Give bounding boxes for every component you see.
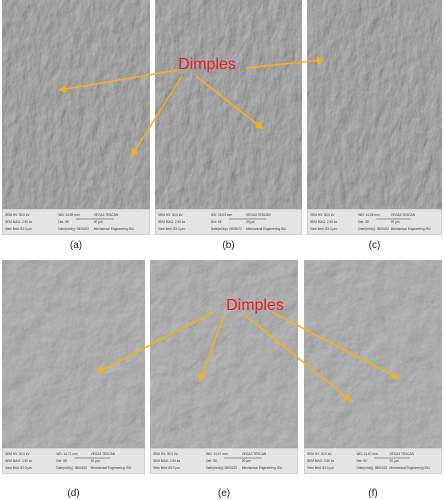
info-text: 20 µm: [91, 459, 100, 463]
info-text: View field: 83.0 µm: [307, 466, 334, 470]
info-text: View field: 83.0 µm: [310, 227, 337, 231]
info-bar: [150, 447, 298, 474]
info-text: WD: 15.03 mm: [211, 213, 233, 217]
info-text: Mechanical Engineering ISU: [246, 227, 287, 231]
info-bar: [155, 208, 302, 235]
sem-image-texture: [307, 0, 442, 235]
dimples-label: Dimples: [178, 56, 236, 73]
info-text: Mechanical Engineering ISU: [91, 466, 132, 470]
annotation-top: Dimples: [58, 56, 325, 157]
info-text: SEM HV: 30.0 kV: [307, 452, 333, 456]
panel-label: (b): [222, 240, 234, 251]
info-text: Date(m/d/y): 08/04/22: [356, 466, 387, 470]
info-text: Det: SE: [358, 220, 369, 224]
info-text: Det: SE: [56, 459, 67, 463]
arrow: [195, 75, 264, 130]
info-text: Det: SE: [206, 459, 217, 463]
sem-image-texture: [2, 260, 145, 474]
info-bar: [2, 208, 150, 235]
sem-panel: SEM HV: 30.0 kV WD: 14.67 mm VEGA3 TESCAN S…: [304, 260, 442, 474]
info-text: 20 µm: [242, 459, 251, 463]
sem-image-texture: [2, 0, 150, 235]
info-text: Date(m/d/y): 08/04/22: [206, 466, 237, 470]
sem-panel: SEM HV: 30.0 kV WD: 14.89 mm VEGA3 TESCAN S…: [2, 0, 150, 235]
info-text: 20 µm: [94, 220, 103, 224]
info-text: View field: 83.0 µm: [5, 466, 32, 470]
info-text: VEGA3 TESCAN: [94, 213, 119, 217]
info-text: Date(m/d/y): 08/04/22: [211, 227, 242, 231]
info-text: 20 µm: [390, 459, 399, 463]
info-text: Mechanical Engineering ISU: [94, 227, 135, 231]
arrow: [198, 315, 225, 382]
info-text: WD: 14.47 mm: [206, 452, 228, 456]
info-text: Mechanical Engineering ISU: [242, 466, 283, 470]
info-text: SEM HV: 30.0 kV: [158, 213, 184, 217]
info-text: VEGA3 TESCAN: [242, 452, 267, 456]
info-bar: [2, 447, 145, 474]
info-text: SEM HV: 30.0 kV: [5, 452, 31, 456]
info-text: WD: 14.67 mm: [356, 452, 378, 456]
info-text: SEM MAG: 2.50 kx: [5, 459, 33, 463]
info-text: Det: SE: [58, 220, 69, 224]
arrow: [130, 75, 183, 157]
panel-label: (d): [67, 488, 79, 499]
info-bar: [304, 447, 442, 474]
info-text: VEGA3 TESCAN: [391, 213, 416, 217]
sem-panel: SEM HV: 30.0 kV WD: 14.71 mm VEGA3 TESCAN S…: [2, 260, 145, 474]
annotation-bottom: Dimples: [96, 297, 400, 402]
info-text: Det: SE: [211, 220, 222, 224]
info-text: VEGA3 TESCAN: [246, 213, 271, 217]
arrow: [58, 69, 179, 93]
info-text: Date(m/d/y): 08/04/22: [58, 227, 89, 231]
info-text: Mechanical Engineering ISU: [391, 227, 432, 231]
info-text: WD: 14.71 mm: [56, 452, 78, 456]
info-text: View field: 83.0 µm: [158, 227, 185, 231]
sem-image-texture: [155, 0, 302, 235]
info-text: SEM MAG: 2.50 kx: [153, 459, 181, 463]
info-text: SEM HV: 30.0 kV: [310, 213, 336, 217]
info-text: View field: 83.0 µm: [153, 466, 180, 470]
sem-panel: SEM HV: 30.0 kV WD: 14.28 mm VEGA3 TESCAN S…: [307, 0, 442, 235]
info-text: SEM MAG: 2.50 kx: [307, 459, 335, 463]
sem-image-texture: [304, 260, 442, 474]
info-text: View field: 83.0 µm: [5, 227, 32, 231]
panel-label: (e): [218, 488, 230, 499]
panel-label: (f): [368, 488, 377, 499]
panel-label: (c): [369, 240, 381, 251]
info-text: SEM MAG: 2.50 kx: [158, 220, 186, 224]
info-text: 20 µm: [246, 220, 255, 224]
info-text: WD: 14.28 mm: [358, 213, 380, 217]
sem-image-texture: [150, 260, 298, 474]
info-text: VEGA3 TESCAN: [390, 452, 415, 456]
info-bar: [307, 208, 442, 235]
arrow: [245, 56, 325, 69]
info-text: SEM HV: 30.0 kV: [153, 452, 179, 456]
sem-panel: SEM HV: 30.0 kV WD: 14.47 mm VEGA3 TESCAN S…: [150, 260, 298, 474]
info-text: Det: SE: [356, 459, 367, 463]
arrow: [271, 311, 400, 379]
info-text: Date(m/d/y): 08/04/22: [56, 466, 87, 470]
dimples-label: Dimples: [226, 297, 284, 314]
info-text: SEM MAG: 2.50 kx: [310, 220, 338, 224]
sem-panel: SEM HV: 30.0 kV WD: 15.03 mm VEGA3 TESCAN S…: [155, 0, 302, 235]
info-text: 20 µm: [391, 220, 400, 224]
info-text: SEM HV: 30.0 kV: [5, 213, 31, 217]
arrow: [245, 315, 352, 402]
info-text: SEM MAG: 2.50 kx: [5, 220, 33, 224]
arrow: [96, 311, 215, 373]
panel-label: (a): [70, 240, 82, 251]
info-text: VEGA3 TESCAN: [91, 452, 116, 456]
info-text: WD: 14.89 mm: [58, 213, 80, 217]
info-text: Mechanical Engineering ISU: [390, 466, 431, 470]
info-text: Date(m/d/y): 08/04/22: [358, 227, 389, 231]
